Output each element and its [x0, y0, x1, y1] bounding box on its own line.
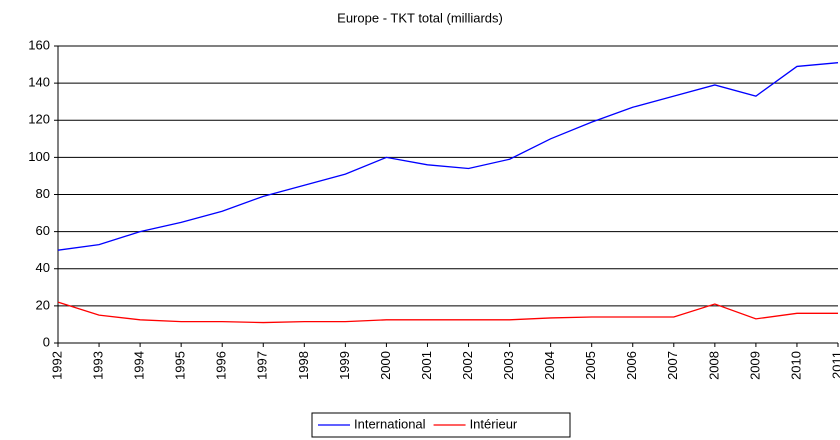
y-tick-label: 60	[36, 223, 50, 238]
x-tick-label: 2009	[747, 351, 762, 380]
y-tick-label: 100	[28, 149, 50, 164]
x-tick-label: 1993	[90, 351, 105, 380]
y-tick-label: 20	[36, 297, 50, 312]
x-tick-label: 2010	[788, 351, 803, 380]
legend-label: Intérieur	[470, 416, 518, 431]
x-tick-label: 1999	[337, 351, 352, 380]
x-tick-label: 2001	[419, 351, 434, 380]
x-tick-label: 2008	[706, 351, 721, 380]
y-tick-label: 40	[36, 260, 50, 275]
x-tick-label: 2007	[665, 351, 680, 380]
x-tick-label: 2005	[583, 351, 598, 380]
x-tick-label: 1998	[296, 351, 311, 380]
x-tick-label: 1992	[49, 351, 64, 380]
y-tick-label: 120	[28, 112, 50, 127]
x-tick-label: 1994	[132, 351, 147, 380]
x-tick-label: 1996	[214, 351, 229, 380]
chart-title: Europe - TKT total (milliards)	[337, 10, 503, 25]
y-tick-label: 0	[43, 334, 50, 349]
y-tick-label: 160	[28, 37, 50, 52]
y-tick-label: 140	[28, 75, 50, 90]
x-tick-label: 2002	[460, 351, 475, 380]
legend-label: International	[354, 416, 426, 431]
y-tick-label: 80	[36, 186, 50, 201]
series-line	[57, 62, 839, 251]
x-tick-label: 1997	[255, 351, 270, 380]
x-tick-label: 2000	[378, 351, 393, 380]
x-tick-label: 2011	[829, 351, 840, 379]
x-tick-label: 2004	[542, 351, 557, 380]
x-tick-label: 2003	[501, 351, 516, 380]
x-tick-label: 1995	[173, 351, 188, 380]
series-line	[57, 301, 838, 324]
x-tick-label: 2006	[624, 351, 639, 380]
